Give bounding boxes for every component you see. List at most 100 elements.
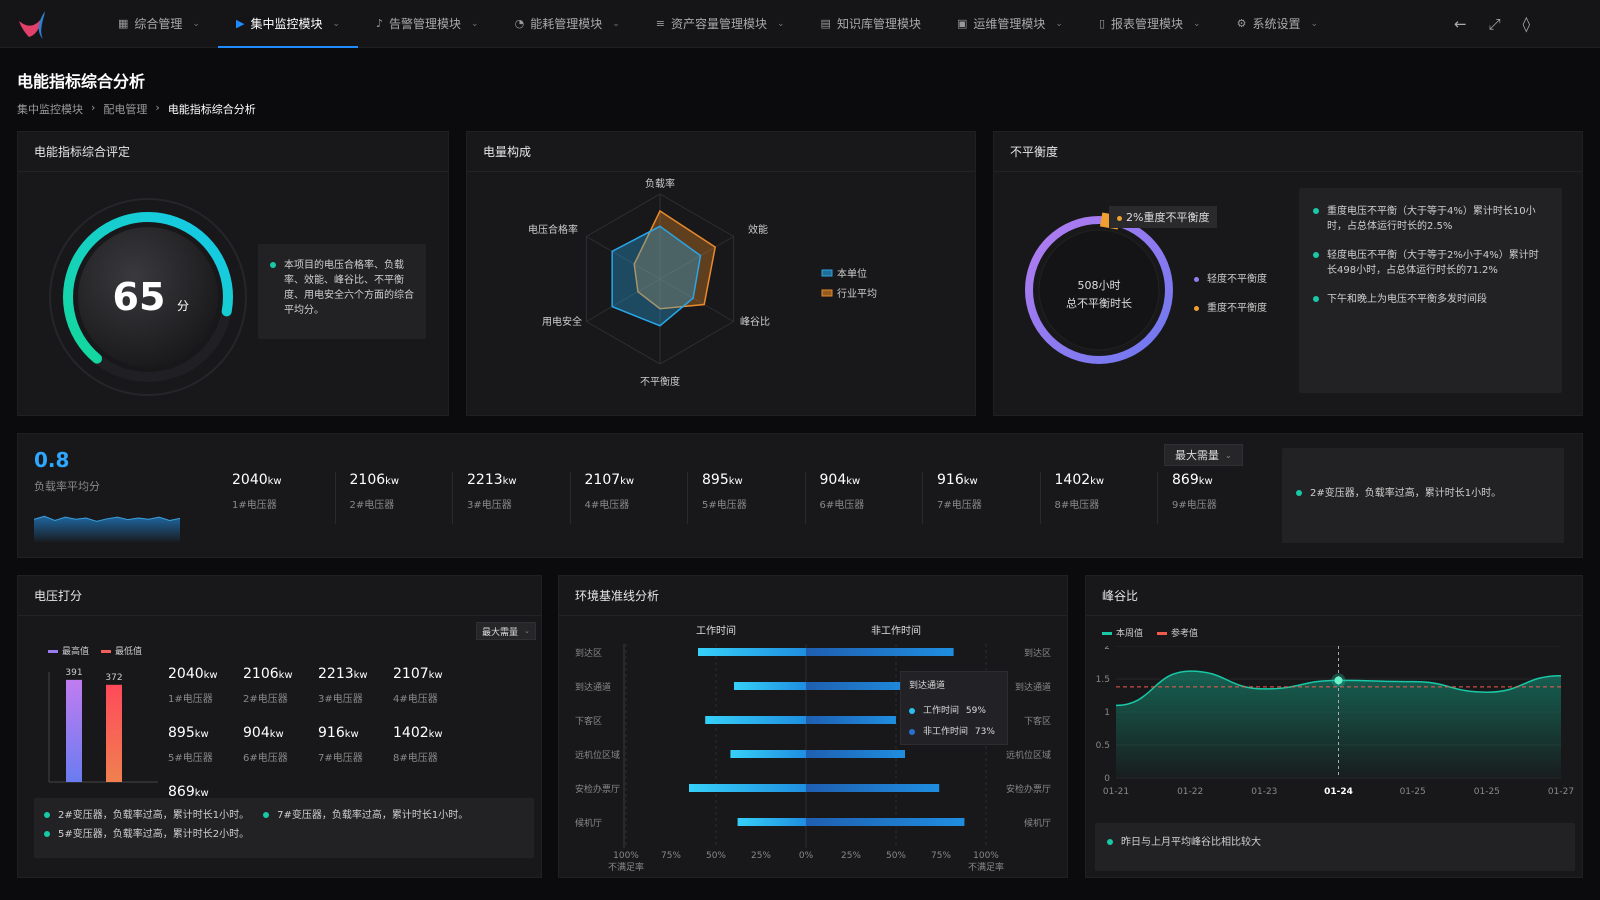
transformer-number: 2040 (168, 666, 204, 682)
nav-item-8[interactable]: ⚙ 系统设置 ⌄ (1219, 0, 1336, 48)
legend-swatch (1157, 632, 1168, 635)
transformer-list: 2040kw 1#电压器 2106kw 2#电压器 2213kw 3#电压器 2107kw 4… (218, 472, 1276, 524)
transformer-unit: kw (385, 476, 400, 487)
note-text: 重度电压不平衡（大于等于4%）累计时长10小时，占总体运行时长的2.5% (1327, 206, 1536, 232)
diamond-icon[interactable]: ◊ (1522, 15, 1530, 33)
transformer-unit: kw (194, 729, 209, 740)
peak-y-tick: 0.5 (1096, 741, 1110, 751)
transformer-value: 895kw (702, 472, 805, 488)
nav-item-6[interactable]: ▣ 运维管理模块 ⌄ (939, 0, 1081, 48)
peak-legend: 本周值 参考值 (1102, 626, 1198, 639)
env-left-header: 工作时间 (696, 624, 736, 637)
peak-x-tick: 01-25 (1474, 787, 1500, 797)
demand-select[interactable]: 最大需量 ⌄ (1164, 444, 1243, 466)
load-note-box: 2#变压器，负载率过高，累计时长1小时。 (1282, 448, 1564, 543)
chevron-down-icon: ⌄ (777, 18, 785, 29)
legend-item: 本周值 (1102, 626, 1143, 639)
legend-label: 本周值 (1116, 629, 1144, 639)
note-text: 7#变压器，负载率过高，累计时长1小时。 (277, 810, 469, 821)
env-nonwork-bar (806, 818, 965, 826)
transformer-number: 1402 (393, 725, 429, 741)
legend-item: 最低值 (101, 644, 142, 657)
note-item: 2#变压器，负载率过高，累计时长1小时。 (44, 808, 249, 823)
nav-item-5[interactable]: ▤ 知识库管理模块 (803, 0, 939, 48)
app-logo[interactable] (0, 0, 70, 48)
env-work-bar (734, 682, 806, 690)
unbalance-tooltip: 2%重度不平衡度 (1109, 206, 1218, 228)
breadcrumb-item[interactable]: 集中监控模块 (17, 103, 83, 116)
transformer-unit: kw (267, 476, 282, 487)
score-note: 本项目的电压合格率、负载率、效能、峰谷比、不平衡度、用电安全六个方面的综合平均分… (284, 260, 414, 316)
transformer-unit: kw (1090, 476, 1105, 487)
transformer-number: 904 (243, 725, 270, 741)
tooltip-value: 73% (974, 727, 995, 737)
legend-dot (1194, 305, 1199, 311)
env-row-label-right: 安检办票厅 (1006, 783, 1051, 795)
peak-y-tick: 1 (1104, 708, 1110, 718)
peak-active-point[interactable] (1334, 676, 1343, 685)
pie-icon: ◔ (514, 17, 525, 30)
transformer-item: 895kw 5#电压器 (688, 472, 806, 524)
transformer-unit: kw (1198, 476, 1213, 487)
transformer-value: 916kw (937, 472, 1040, 488)
back-arrow-icon[interactable]: ← (1453, 15, 1467, 33)
bullet-icon (1107, 839, 1113, 845)
transformer-unit: kw (269, 729, 284, 740)
breadcrumb: 集中监控模块 › 配电管理 › 电能指标综合分析 (17, 101, 256, 117)
peak-y-tick: 1.5 (1096, 675, 1110, 685)
transformer-name: 8#电压器 (393, 753, 438, 764)
score-value: 65 (113, 275, 166, 319)
transformer-value: 2213kw (467, 472, 570, 488)
unbalance-legend: 轻度不平衡度 重度不平衡度 (1194, 270, 1267, 314)
transformer-name: 8#电压器 (1054, 500, 1100, 511)
card-title: 电能指标综合评定 (18, 132, 448, 172)
note-text: 昨日与上月平均峰谷比相比较大 (1121, 837, 1261, 848)
chevron-down-icon: ⌄ (471, 18, 479, 29)
nav-item-0[interactable]: ▦ 综合管理 ⌄ (100, 0, 218, 48)
select-value: 最大需量 (482, 627, 519, 638)
load-avg-label: 负载率平均分 (34, 480, 100, 493)
score-note-box: 本项目的电压合格率、负载率、效能、峰谷比、不平衡度、用电安全六个方面的综合平均分… (258, 244, 426, 339)
fullscreen-icon[interactable]: ⤢ (1488, 15, 1501, 33)
bullet-icon (909, 707, 915, 714)
peak-note-box: 昨日与上月平均峰谷比相比较大 (1095, 823, 1575, 871)
transformer-value: 2106kw (350, 472, 453, 488)
transformer-name: 3#电压器 (467, 500, 512, 511)
env-row-label-right: 下客区 (1024, 715, 1051, 727)
demand-select[interactable]: 最大需量 ⌄ (476, 622, 536, 640)
transformer-number: 869 (1172, 472, 1199, 488)
env-row-label: 下客区 (575, 715, 602, 727)
note-text: 2#变压器，负载率过高，累计时长1小时。 (1310, 488, 1502, 499)
transformer-name: 9#电压器 (1172, 500, 1217, 511)
env-right-header: 非工作时间 (871, 624, 921, 637)
transformer-unit: kw (620, 476, 635, 487)
breadcrumb-item[interactable]: 配电管理 (103, 103, 148, 116)
transformer-unit: kw (728, 476, 743, 487)
transformer-item: 895kw 5#电压器 (168, 725, 243, 764)
transformer-number: 2213 (318, 666, 354, 682)
transformer-unit: kw (344, 729, 359, 740)
page-title: 电能指标综合分析 (17, 72, 146, 91)
score-arc (63, 212, 233, 364)
nav-menu: ▦ 综合管理 ⌄ ▶ 集中监控模块 ⌄ ♪ 告警管理模块 ⌄ ◔ 能耗管理模块 ⌄ ≡ 资产容量管理模块 ⌄… (100, 0, 1336, 48)
chevron-down-icon: ⌄ (332, 18, 340, 29)
transformer-item: 2106kw 2#电压器 (336, 472, 453, 524)
transformer-item: 1402kw 8#电压器 (1041, 472, 1158, 524)
transformer-number: 1402 (1054, 472, 1091, 488)
env-row-label: 远机位区域 (575, 749, 620, 761)
transformer-unit: kw (194, 788, 209, 799)
env-tick-label: 75% (661, 851, 681, 861)
legend-swatch (48, 650, 58, 653)
peak-x-tick: 01-25 (1400, 787, 1426, 797)
bullet-icon (1313, 252, 1319, 258)
nav-item-7[interactable]: ▯ 报表管理模块 ⌄ (1081, 0, 1219, 48)
nav-item-3[interactable]: ◔ 能耗管理模块 ⌄ (497, 0, 638, 48)
nav-item-1[interactable]: ▶ 集中监控模块 ⌄ (217, 0, 359, 48)
unbalance-notes: 重度电压不平衡（大于等于4%）累计时长10小时，占总体运行时长的2.5% 轻度电… (1299, 188, 1562, 393)
nav-item-2[interactable]: ♪ 告警管理模块 ⌄ (358, 0, 497, 48)
chevron-down-icon: ⌄ (192, 18, 200, 29)
breadcrumb-current: 电能指标综合分析 (167, 103, 256, 116)
transformer-name: 1#电压器 (168, 694, 213, 705)
unbalance-ring: 508小时 总不平衡时长 (1025, 212, 1173, 364)
nav-item-4[interactable]: ≡ 资产容量管理模块 ⌄ (638, 0, 803, 48)
